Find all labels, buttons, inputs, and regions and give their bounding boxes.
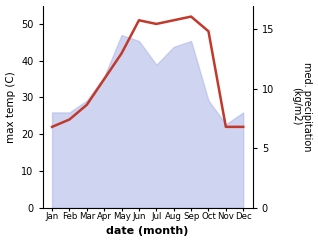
Y-axis label: med. precipitation
(kg/m2): med. precipitation (kg/m2) [291,62,313,151]
X-axis label: date (month): date (month) [107,227,189,236]
Y-axis label: max temp (C): max temp (C) [5,71,16,143]
